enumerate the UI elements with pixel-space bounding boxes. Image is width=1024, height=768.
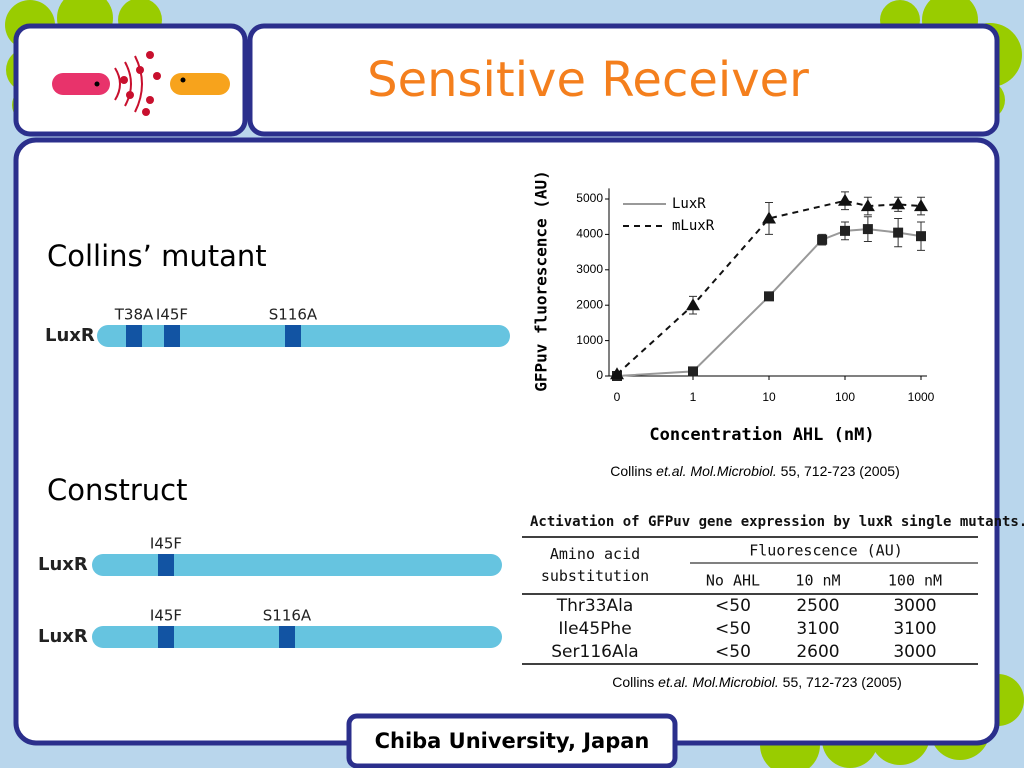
table-cell: 3100 <box>893 619 936 639</box>
gene-bar <box>92 554 502 576</box>
mutation-site <box>279 626 295 648</box>
gene-label: LuxR <box>45 325 95 346</box>
y-tick-label: 2000 <box>576 297 603 311</box>
x-tick-label: 100 <box>835 390 855 404</box>
table-cell: 3000 <box>893 642 936 662</box>
mutation-site <box>158 626 174 648</box>
table: Activation of GFPuv gene expression by l… <box>522 514 1024 665</box>
citation-etal: et.al. <box>656 463 686 479</box>
legend-label: mLuxR <box>672 218 715 234</box>
x-tick-label: 0 <box>614 390 621 404</box>
citation-details: 55, 712-723 (2005) <box>781 463 900 479</box>
x-axis-label: Concentration AHL (nM) <box>649 425 874 445</box>
table-cell: Ser116Ala <box>551 642 638 662</box>
citation: Collins et.al. Mol.Microbiol. 55, 712-72… <box>610 463 900 479</box>
point <box>893 227 904 238</box>
heading: Construct <box>47 473 187 507</box>
table-cell: <50 <box>715 596 751 616</box>
table-cell: 3000 <box>893 596 936 616</box>
column-group-header: Fluorescence (AU) <box>749 542 903 560</box>
mutation-site <box>164 325 180 347</box>
row-header: Amino acid substitution <box>540 545 650 585</box>
mutation-label: S116A <box>263 607 312 625</box>
column-header: 100 nM <box>888 572 942 590</box>
x-tick-label: 1000 <box>908 390 935 404</box>
x-tick-label: 10 <box>762 390 776 404</box>
table-cell: 2500 <box>796 596 839 616</box>
table-title: Activation of GFPuv gene expression by l… <box>530 514 1024 530</box>
point <box>860 199 875 212</box>
point <box>610 367 624 380</box>
row-header-box: Amino acid substitution <box>540 545 650 585</box>
point <box>891 197 906 210</box>
mutation-site <box>285 325 301 347</box>
legend-label: LuxR <box>672 196 706 212</box>
table-cell: <50 <box>715 642 751 662</box>
mutation-label: I45F <box>150 607 182 625</box>
point <box>838 193 852 206</box>
citation: Collins et.al. Mol.Microbiol. 55, 712-72… <box>612 674 902 690</box>
x-tick-label: 1 <box>690 390 697 404</box>
footer: Chiba University, Japan <box>375 729 650 753</box>
point <box>914 199 928 212</box>
y-tick-label: 3000 <box>576 262 603 276</box>
point <box>840 225 850 236</box>
mutation-label: T38A <box>114 306 154 324</box>
column-header: No AHL <box>706 572 760 590</box>
citation-journal: Mol.Microbiol. <box>692 674 778 690</box>
table-cell: <50 <box>715 619 751 639</box>
point <box>762 211 776 224</box>
point <box>688 366 698 377</box>
citation-authors: Collins <box>612 674 654 690</box>
point <box>764 291 774 302</box>
citation-journal: Mol.Microbiol. <box>690 463 776 479</box>
mutation-label: I45F <box>150 535 182 553</box>
table-cell: 2600 <box>796 642 839 662</box>
citation-authors: Collins <box>610 463 652 479</box>
point <box>862 224 873 235</box>
y-tick-label: 5000 <box>576 191 603 205</box>
y-tick-label: 0 <box>596 368 603 382</box>
mutation-label: I45F <box>156 306 188 324</box>
table-cell: Thr33Ala <box>556 596 634 616</box>
chart: 0 1000 2000 3000 4000 5000 0 1 10 100 1000 Concentr… <box>528 160 948 450</box>
y-tick-label: 1000 <box>576 333 603 347</box>
mutation-label: S116A <box>269 306 318 324</box>
mutation-site <box>158 554 174 576</box>
series-line <box>616 228 922 377</box>
point <box>817 234 828 245</box>
heading: Collins’ mutant <box>47 239 267 273</box>
point <box>686 298 700 311</box>
slide-title: Sensitive Receiver <box>367 52 809 108</box>
point <box>916 231 926 242</box>
mutation-site <box>126 325 142 347</box>
y-tick-label: 4000 <box>576 227 603 241</box>
chart-bg <box>528 160 948 450</box>
logo <box>52 51 230 116</box>
footer-box <box>346 713 678 768</box>
y-axis-label: GFPuv fluorescence (AU) <box>532 170 551 392</box>
gene-bar <box>92 626 502 648</box>
column-header: 10 nM <box>795 572 840 590</box>
title-box <box>247 23 1000 137</box>
gene-bar <box>97 325 510 347</box>
table-cell: 3100 <box>796 619 839 639</box>
citation-etal: et.al. <box>658 674 688 690</box>
table-cell: Ile45Phe <box>558 619 631 639</box>
gene-label: LuxR <box>38 626 88 647</box>
citation-details: 55, 712-723 (2005) <box>783 674 902 690</box>
gene-label: LuxR <box>38 554 88 575</box>
